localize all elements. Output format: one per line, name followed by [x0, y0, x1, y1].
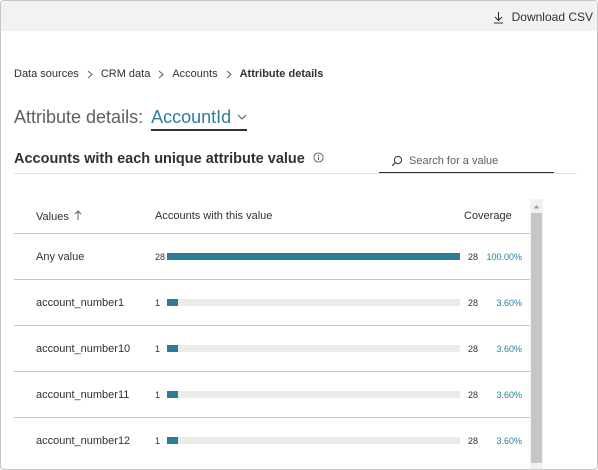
row-count: 1	[155, 344, 161, 354]
section-divider	[14, 173, 577, 174]
coverage-bar-fill	[167, 299, 178, 306]
row-coverage: 3.60%	[496, 344, 522, 354]
coverage-bar	[167, 391, 460, 398]
column-header-accounts-label: Accounts with this value	[155, 210, 273, 222]
table-row[interactable]: Any value 28 28 100.00%	[14, 234, 530, 280]
sort-ascending-icon	[74, 210, 82, 224]
breadcrumb-item-crm-data[interactable]: CRM data	[100, 68, 151, 80]
breadcrumb: Data sources CRM data Accounts Attribute…	[14, 68, 323, 80]
column-header-accounts: Accounts with this value	[155, 210, 272, 222]
row-total: 28	[468, 344, 479, 354]
column-header-values[interactable]: Values	[36, 210, 82, 224]
table-row[interactable]: account_number1 1 28 3.60%	[14, 280, 530, 326]
download-csv-button[interactable]: Download CSV	[493, 8, 593, 26]
column-header-values-label: Values	[36, 211, 69, 223]
section-header: Accounts with each unique attribute valu…	[14, 151, 324, 167]
page-title-label: Attribute details:	[14, 107, 144, 127]
scroll-up-button[interactable]	[530, 201, 543, 211]
download-csv-label: Download CSV	[511, 10, 593, 24]
attribute-values-table: Values Accounts with this value Coverage…	[14, 199, 530, 464]
table-header: Values Accounts with this value Coverage	[14, 199, 530, 234]
coverage-bar-fill	[167, 253, 460, 260]
coverage-bar-fill	[167, 391, 178, 398]
coverage-bar-fill	[167, 345, 178, 352]
coverage-bar	[167, 299, 460, 306]
row-total: 28	[468, 252, 479, 262]
table-row[interactable]: account_number11 1 28 3.60%	[14, 372, 530, 418]
row-coverage: 100.00%	[486, 252, 522, 262]
chevron-right-icon	[226, 70, 232, 79]
chevron-down-icon	[237, 108, 247, 126]
row-value: account_number10	[36, 343, 131, 355]
scrollbar-thumb[interactable]	[531, 213, 542, 463]
column-header-coverage-label: Coverage	[464, 210, 512, 222]
row-total: 28	[468, 436, 479, 446]
row-coverage: 3.60%	[496, 390, 522, 400]
table-row[interactable]: account_number10 1 28 3.60%	[14, 326, 530, 372]
search-icon	[391, 152, 403, 172]
row-total: 28	[468, 298, 479, 308]
info-icon[interactable]	[313, 151, 324, 167]
breadcrumb-item-accounts[interactable]: Accounts	[172, 68, 218, 80]
attribute-dropdown[interactable]: AccountId	[151, 105, 248, 131]
chevron-right-icon	[158, 70, 165, 79]
download-icon	[493, 11, 504, 24]
row-coverage: 3.60%	[496, 298, 522, 308]
row-coverage: 3.60%	[496, 436, 522, 446]
breadcrumb-item-data-sources[interactable]: Data sources	[14, 68, 79, 80]
coverage-bar	[167, 345, 460, 352]
row-value: account_number11	[36, 389, 130, 401]
table-scrollbar[interactable]	[530, 199, 543, 469]
search-input[interactable]	[409, 153, 549, 169]
row-count: 28	[155, 252, 166, 262]
search-box[interactable]	[379, 152, 554, 173]
row-count: 1	[155, 298, 161, 308]
coverage-bar	[167, 253, 460, 260]
coverage-bar	[167, 437, 460, 444]
row-value: account_number1	[36, 297, 125, 309]
column-header-coverage: Coverage	[464, 210, 512, 222]
row-value: Any value	[36, 251, 85, 263]
row-total: 28	[468, 390, 479, 400]
command-bar: Download CSV	[1, 1, 597, 31]
section-title: Accounts with each unique attribute valu…	[14, 151, 305, 167]
row-value: account_number12	[36, 435, 131, 447]
row-count: 1	[155, 390, 161, 400]
row-count: 1	[155, 436, 161, 446]
chevron-right-icon	[87, 70, 93, 79]
coverage-bar-fill	[167, 437, 178, 444]
table-row[interactable]: account_number12 1 28 3.60%	[14, 418, 530, 464]
attribute-dropdown-value: AccountId	[151, 106, 232, 127]
page-title: Attribute details: AccountId	[14, 105, 248, 131]
breadcrumb-current: Attribute details	[239, 68, 324, 80]
